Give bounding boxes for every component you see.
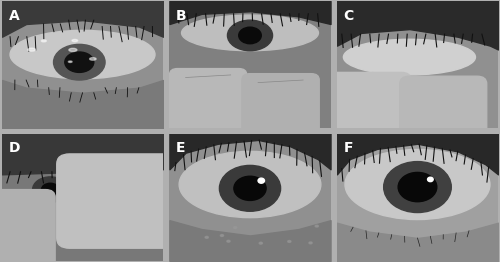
- Text: D: D: [8, 141, 20, 155]
- Text: A: A: [8, 9, 19, 23]
- Ellipse shape: [205, 236, 208, 238]
- Ellipse shape: [220, 165, 280, 211]
- FancyBboxPatch shape: [324, 72, 411, 136]
- Ellipse shape: [69, 48, 77, 52]
- FancyBboxPatch shape: [57, 154, 179, 248]
- Ellipse shape: [344, 39, 475, 75]
- Ellipse shape: [258, 178, 264, 183]
- Ellipse shape: [428, 177, 433, 182]
- Text: C: C: [344, 9, 353, 23]
- Ellipse shape: [68, 61, 72, 62]
- Text: F: F: [344, 141, 353, 155]
- Ellipse shape: [220, 234, 224, 237]
- Ellipse shape: [384, 162, 452, 212]
- Ellipse shape: [42, 40, 46, 42]
- Ellipse shape: [90, 58, 96, 60]
- Ellipse shape: [309, 242, 312, 244]
- Ellipse shape: [315, 225, 318, 227]
- Ellipse shape: [398, 172, 437, 202]
- Ellipse shape: [65, 52, 94, 72]
- Ellipse shape: [28, 48, 36, 51]
- Ellipse shape: [238, 27, 262, 44]
- Ellipse shape: [259, 242, 262, 244]
- Ellipse shape: [54, 44, 105, 80]
- Ellipse shape: [32, 177, 68, 202]
- Ellipse shape: [234, 227, 237, 228]
- Ellipse shape: [182, 15, 318, 51]
- Ellipse shape: [72, 39, 78, 42]
- Ellipse shape: [234, 176, 266, 200]
- Ellipse shape: [10, 30, 155, 79]
- Ellipse shape: [288, 241, 291, 242]
- Text: B: B: [176, 9, 186, 23]
- Ellipse shape: [179, 151, 321, 218]
- Ellipse shape: [345, 150, 490, 220]
- Ellipse shape: [42, 183, 59, 196]
- Text: E: E: [176, 141, 186, 155]
- FancyBboxPatch shape: [400, 76, 486, 136]
- FancyBboxPatch shape: [170, 69, 247, 135]
- Ellipse shape: [228, 20, 272, 51]
- FancyBboxPatch shape: [242, 74, 319, 135]
- FancyBboxPatch shape: [0, 190, 55, 262]
- Ellipse shape: [227, 240, 230, 242]
